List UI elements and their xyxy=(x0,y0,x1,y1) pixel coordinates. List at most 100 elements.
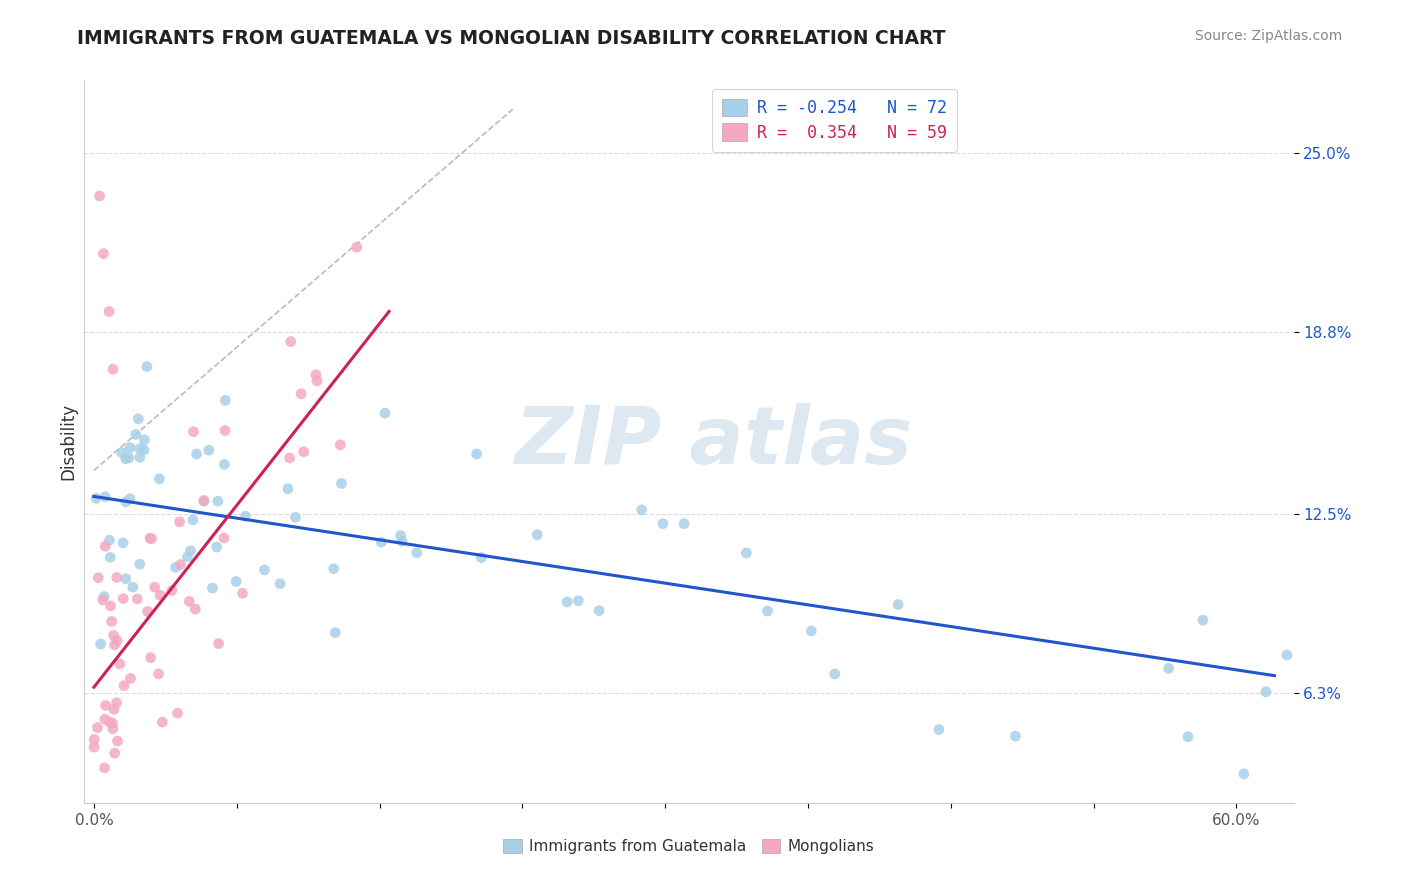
Point xyxy=(141,532,163,546)
Point xyxy=(84,491,107,506)
Point xyxy=(83,732,105,747)
Point xyxy=(184,602,207,616)
Point xyxy=(183,425,205,439)
Point xyxy=(136,605,159,619)
Point xyxy=(169,515,191,529)
Point xyxy=(1004,729,1026,743)
Point xyxy=(588,604,610,618)
Point xyxy=(103,628,125,642)
Point xyxy=(86,721,108,735)
Point xyxy=(1233,767,1256,781)
Point xyxy=(212,531,235,545)
Point xyxy=(465,447,488,461)
Point xyxy=(94,712,117,726)
Point xyxy=(290,386,312,401)
Point xyxy=(405,546,427,560)
Point xyxy=(567,593,589,607)
Point xyxy=(93,761,115,775)
Point xyxy=(114,495,136,509)
Point xyxy=(89,189,111,203)
Point xyxy=(207,636,229,650)
Point xyxy=(139,650,162,665)
Point xyxy=(374,406,396,420)
Point xyxy=(470,550,492,565)
Point xyxy=(555,595,578,609)
Point xyxy=(179,594,201,608)
Point xyxy=(1254,685,1277,699)
Point xyxy=(526,527,548,541)
Point xyxy=(673,516,696,531)
Point xyxy=(90,637,112,651)
Point xyxy=(128,442,150,456)
Point xyxy=(93,590,115,604)
Point xyxy=(214,424,236,438)
Legend: Immigrants from Guatemala, Mongolians: Immigrants from Guatemala, Mongolians xyxy=(498,833,880,860)
Point xyxy=(83,740,105,755)
Point xyxy=(101,716,124,731)
Point xyxy=(231,586,253,600)
Y-axis label: Disability: Disability xyxy=(59,403,77,480)
Point xyxy=(103,702,125,716)
Point xyxy=(114,572,136,586)
Point xyxy=(169,558,191,572)
Point xyxy=(136,359,159,374)
Text: IMMIGRANTS FROM GUATEMALA VS MONGOLIAN DISABILITY CORRELATION CHART: IMMIGRANTS FROM GUATEMALA VS MONGOLIAN D… xyxy=(77,29,946,47)
Point xyxy=(1157,661,1180,675)
Point xyxy=(205,540,228,554)
Point xyxy=(94,490,117,504)
Point xyxy=(100,615,122,629)
Point xyxy=(651,516,673,531)
Point xyxy=(370,535,392,549)
Point xyxy=(235,509,257,524)
Point xyxy=(103,638,125,652)
Point xyxy=(253,563,276,577)
Text: ZIP atlas: ZIP atlas xyxy=(515,402,912,481)
Point xyxy=(120,672,142,686)
Point xyxy=(322,561,344,575)
Point xyxy=(149,588,172,602)
Point xyxy=(887,598,910,612)
Point xyxy=(1275,648,1298,662)
Point xyxy=(1177,730,1199,744)
Point xyxy=(756,604,779,618)
Point xyxy=(166,706,188,720)
Point xyxy=(101,362,124,376)
Point xyxy=(330,476,353,491)
Point xyxy=(127,591,149,606)
Point xyxy=(94,539,117,553)
Point xyxy=(93,246,115,260)
Point xyxy=(134,433,156,447)
Point xyxy=(325,625,347,640)
Point xyxy=(201,581,224,595)
Point xyxy=(114,451,136,466)
Point xyxy=(112,679,135,693)
Point xyxy=(269,576,291,591)
Point xyxy=(98,304,121,318)
Point xyxy=(139,532,162,546)
Point xyxy=(128,557,150,571)
Point xyxy=(111,445,134,459)
Point xyxy=(278,450,301,465)
Point xyxy=(824,667,846,681)
Point xyxy=(105,633,128,648)
Point xyxy=(176,549,198,564)
Point xyxy=(148,472,170,486)
Point xyxy=(214,393,236,408)
Point xyxy=(118,441,141,455)
Point xyxy=(346,240,368,254)
Point xyxy=(128,450,150,465)
Point xyxy=(630,503,652,517)
Point xyxy=(101,722,124,736)
Point xyxy=(160,583,183,598)
Point xyxy=(292,444,315,458)
Point xyxy=(107,734,129,748)
Point xyxy=(104,746,127,760)
Point xyxy=(305,368,328,382)
Point xyxy=(98,550,121,565)
Point xyxy=(100,599,122,613)
Point xyxy=(225,574,247,589)
Point xyxy=(207,494,229,508)
Point xyxy=(284,510,307,524)
Point xyxy=(179,543,201,558)
Point xyxy=(181,513,204,527)
